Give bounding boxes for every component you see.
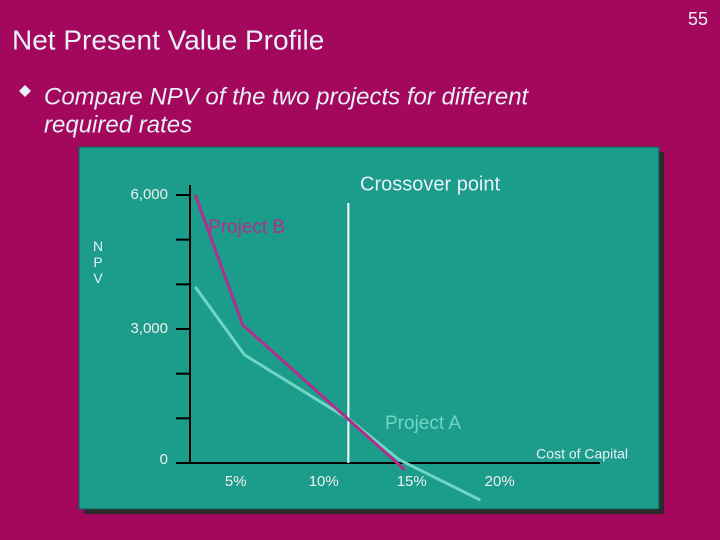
y-axis-label: NPV [90,238,106,286]
y-tick-label: 3,000 [130,320,168,337]
x-tick-label: 10% [309,473,339,490]
x-tick-label: 15% [397,473,427,490]
bullet-text: required rates [44,111,192,138]
crossover-label: Crossover point [360,173,501,195]
bullet-text: Compare NPV of the two projects for diff… [44,83,530,110]
chart-panel [78,146,660,510]
slide-number: 55 [688,9,708,29]
x-tick-label: 5% [225,473,247,490]
series-label: Project B [208,217,285,238]
slide-title: Net Present Value Profile [12,24,324,55]
bullet-icon [19,85,31,97]
series-label: Project A [385,413,461,434]
y-tick-label: 0 [160,451,168,468]
x-axis-label: Cost of Capital [536,446,628,462]
x-tick-label: 20% [485,473,515,490]
y-tick-label: 6,000 [130,186,168,203]
series-line [193,194,406,471]
